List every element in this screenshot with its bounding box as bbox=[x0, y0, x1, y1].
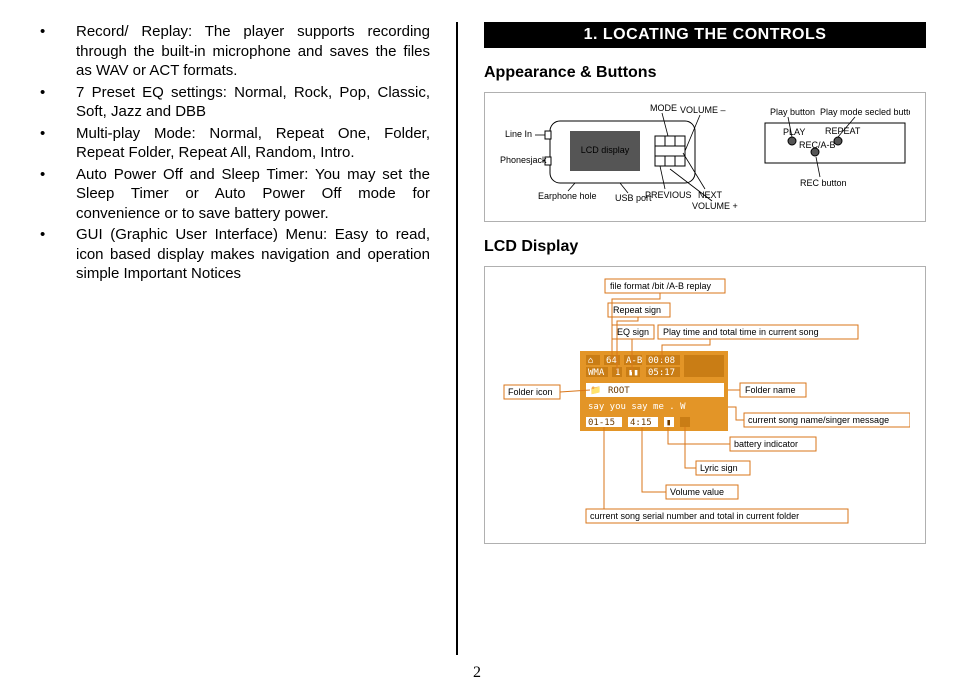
svg-text:4:15: 4:15 bbox=[630, 418, 652, 428]
play-mode-label: Play mode secled button bbox=[820, 107, 910, 117]
volume-callout: Volume value bbox=[670, 487, 724, 497]
svg-text:▮▮: ▮▮ bbox=[628, 368, 639, 378]
svg-text:⌂: ⌂ bbox=[588, 356, 593, 366]
lcd-display-label: LCD display bbox=[581, 145, 630, 155]
list-item: Record/ Replay: The player supports reco… bbox=[28, 22, 430, 81]
phones-jack-label: Phonesjack bbox=[500, 155, 547, 165]
right-column: 1. LOCATING THE CONTROLS Appearance & Bu… bbox=[466, 22, 926, 655]
file-format-callout: file format /bit /A-B replay bbox=[610, 281, 712, 291]
eq-sign-callout: EQ sign bbox=[617, 327, 649, 337]
earphone-hole-label: Earphone hole bbox=[538, 191, 597, 201]
list-item: GUI (Graphic User Interface) Menu: Easy … bbox=[28, 225, 430, 284]
repeat-label: REPEAT bbox=[825, 126, 861, 136]
folder-icon-callout: Folder icon bbox=[508, 387, 553, 397]
previous-label: PREVIOUS bbox=[645, 190, 692, 200]
line-in-label: Line In bbox=[505, 129, 532, 139]
rec-button-label: REC button bbox=[800, 178, 847, 188]
svg-text:05:17: 05:17 bbox=[648, 368, 675, 378]
list-item: Multi-play Mode: Normal, Repeat One, Fol… bbox=[28, 124, 430, 163]
list-item: Auto Power Off and Sleep Timer: You may … bbox=[28, 165, 430, 224]
svg-text:01-15: 01-15 bbox=[588, 418, 615, 428]
appearance-heading: Appearance & Buttons bbox=[484, 64, 926, 82]
serial-callout: current song serial number and total in … bbox=[590, 511, 799, 521]
svg-text:WMA: WMA bbox=[588, 368, 605, 378]
lcd-panel: ⌂ 64 A-B 00:08 WMA 1 ▮▮ 05:17 bbox=[580, 351, 728, 431]
battery-callout: battery indicator bbox=[734, 439, 798, 449]
svg-text:📁: 📁 bbox=[590, 386, 601, 396]
section-title: 1. LOCATING THE CONTROLS bbox=[484, 22, 926, 48]
play-label: PLAY bbox=[783, 127, 805, 137]
page-number: 2 bbox=[0, 664, 954, 682]
svg-text:1: 1 bbox=[615, 368, 620, 378]
svg-text:64: 64 bbox=[606, 356, 617, 366]
svg-text:ROOT: ROOT bbox=[608, 386, 630, 396]
svg-text:say you say me . W: say you say me . W bbox=[588, 402, 686, 412]
svg-text:A-B: A-B bbox=[626, 356, 642, 366]
appearance-diagram: LCD display Line In Phonesjack Earphone … bbox=[484, 92, 926, 222]
volume-minus-label: VOLUME – bbox=[680, 105, 726, 115]
feature-list: Record/ Replay: The player supports reco… bbox=[28, 22, 430, 284]
lyric-callout: Lyric sign bbox=[700, 463, 738, 473]
svg-text:▮: ▮ bbox=[666, 418, 671, 428]
column-divider bbox=[456, 22, 458, 655]
volume-plus-label: VOLUME + bbox=[692, 201, 738, 211]
lcd-diagram: file format /bit /A-B replay Repeat sign… bbox=[484, 266, 926, 544]
mode-label: MODE bbox=[650, 103, 677, 113]
lcd-heading: LCD Display bbox=[484, 238, 926, 256]
play-button-label: Play button bbox=[770, 107, 815, 117]
folder-name-callout: Folder name bbox=[745, 385, 796, 395]
play-time-callout: Play time and total time in current song bbox=[663, 327, 819, 337]
repeat-sign-callout: Repeat sign bbox=[613, 305, 661, 315]
song-name-callout: current song name/singer message bbox=[748, 415, 889, 425]
list-item: 7 Preset EQ settings: Normal, Rock, Pop,… bbox=[28, 83, 430, 122]
left-column: Record/ Replay: The player supports reco… bbox=[28, 22, 448, 655]
next-label: NEXT bbox=[698, 190, 723, 200]
